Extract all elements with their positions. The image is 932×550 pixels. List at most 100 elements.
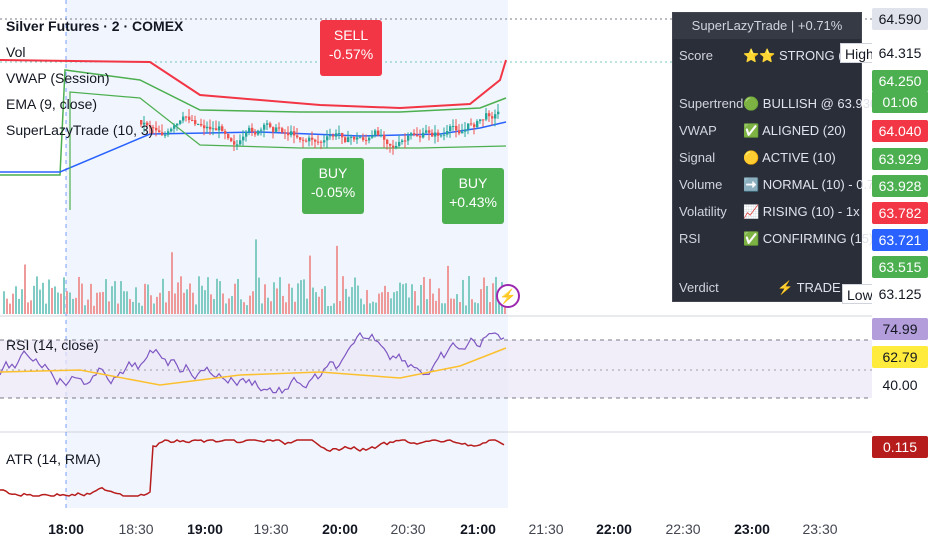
candle-body [212,128,215,130]
time-tick: 23:30 [802,521,838,537]
volume-bar [273,282,275,314]
volume-bar [210,294,212,314]
candle-body [203,125,206,129]
candle-body [497,111,500,115]
candle-body [422,132,425,138]
volume-bar [372,301,374,314]
candle-body [287,132,290,136]
candle-body [374,130,377,136]
legend-atr[interactable]: ATR (14, RMA) [6,451,101,467]
price-scale[interactable]: 64.590 64.315 64.250 01:06 64.040 63.929 63.92… [872,0,932,508]
volume-bar [171,252,173,314]
volume-bar [6,298,8,314]
candle-body [227,133,230,139]
candle-body [278,127,281,129]
panel-header: SuperLazyTrade | +0.71% [673,13,861,39]
volume-bar [300,280,302,314]
candle-body [443,134,446,136]
panel-value: ⚡ TRADE [777,280,841,295]
time-tick: 19:00 [187,521,223,537]
time-axis[interactable]: 18:00 18:30 19:00 19:30 20:00 20:30 21:00 21:30… [0,508,932,550]
volume-bar [366,290,368,314]
candle-body [257,130,260,135]
volume-bar [39,289,41,314]
candle-body [353,136,356,140]
volume-bar [18,298,20,314]
buy-signal-label-1: BUY -0.05% [302,158,364,214]
volume-bar [258,277,260,314]
volume-bar [411,284,413,314]
candle-body [272,127,275,132]
volume-bar [117,303,119,314]
panel-row-volume: Volume ➡️ NORMAL (10) - 0.7x [679,176,881,194]
rsi-line [0,331,505,395]
price-scale-label: 63.125 [872,283,928,305]
symbol-title[interactable]: Silver Futures · 2 · COMEX [6,18,184,34]
volume-bar [336,245,338,314]
legend-ema[interactable]: EMA (9, close) [6,96,98,112]
candle-body [419,136,422,138]
volume-bar [75,297,77,314]
candle-body [209,126,212,130]
candle-body [416,134,419,137]
candle-body [182,116,185,121]
buy-signal-label-2: BUY +0.43% [442,168,504,224]
volume-bar [414,291,416,314]
volume-bar [228,298,230,314]
candle-body [383,134,386,140]
time-tick: 20:00 [322,521,358,537]
candle-body [266,123,269,125]
volume-bar [408,297,410,314]
volume-bar [138,302,140,314]
volume-bar [333,303,335,314]
candle-body [200,123,203,126]
legend-superlazytrade[interactable]: SuperLazyTrade (10, 3) [6,122,154,138]
bolt-event-icon[interactable]: ⚡ [496,284,520,308]
candle-body [494,114,497,119]
volume-bar [129,299,131,314]
candle-body [449,126,452,132]
candle-body [173,125,176,129]
candle-body [218,126,221,131]
volume-bar [471,299,473,314]
panel-key: RSI [679,231,701,246]
legend-rsi[interactable]: RSI (14, close) [6,337,99,353]
volume-bar [132,301,134,314]
volume-bar [378,293,380,314]
volume-bar [498,300,500,314]
volume-bar [207,277,209,314]
candle-body [164,134,167,136]
time-tick: 18:00 [48,521,84,537]
volume-bar [429,278,431,314]
volume-bar [357,285,359,314]
candle-body [365,139,368,141]
volume-bar [456,294,458,314]
volume-bar [216,278,218,314]
time-tick: 21:00 [460,521,496,537]
volume-bar [219,281,221,314]
panel-value: ⭐⭐ STRONG (65/1 [743,48,868,63]
volume-bar [285,302,287,314]
price-scale-label: 62.79 [872,346,928,368]
volume-bar [21,289,23,314]
volume-bar [15,286,17,314]
volume-bar [321,288,323,314]
buy-signal-text-1: BUY [318,165,348,181]
candle-body [185,116,188,118]
volume-bar [396,291,398,314]
volume-bar [474,302,476,314]
volume-bar [363,304,365,314]
volume-bar [354,277,356,314]
legend-volume[interactable]: Vol [6,44,26,60]
candle-body [401,140,404,142]
candle-body [482,119,485,121]
candle-body [296,135,299,138]
candle-body [332,135,335,137]
volume-bar [36,276,38,314]
volume-bar [57,292,59,314]
candle-body [239,140,242,145]
legend-vwap[interactable]: VWAP (Session) [6,70,110,86]
candle-body [341,133,344,138]
